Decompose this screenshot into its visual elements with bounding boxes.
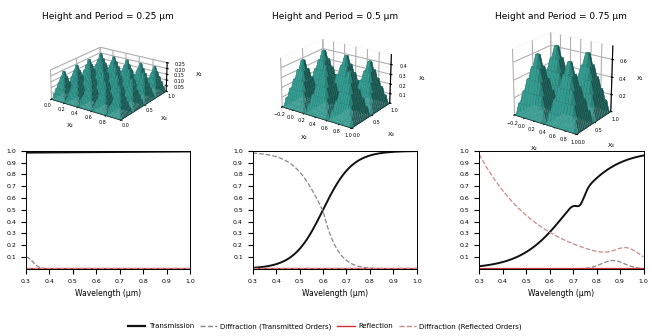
X-axis label: X₂: X₂ xyxy=(67,123,74,128)
Title: Height and Period = 0.75 μm: Height and Period = 0.75 μm xyxy=(495,12,627,22)
Y-axis label: X₃: X₃ xyxy=(608,143,615,148)
Title: Height and Period = 0.5 μm: Height and Period = 0.5 μm xyxy=(272,12,398,22)
X-axis label: Wavelength (μm): Wavelength (μm) xyxy=(528,289,595,298)
X-axis label: X₂: X₂ xyxy=(531,146,538,151)
X-axis label: Wavelength (μm): Wavelength (μm) xyxy=(75,289,141,298)
X-axis label: X₂: X₂ xyxy=(301,135,307,140)
Y-axis label: Transmission, Reflection, Diffraction: Transmission, Reflection, Diffraction xyxy=(0,153,1,266)
Y-axis label: X₃: X₃ xyxy=(161,116,168,121)
Title: Height and Period = 0.25 μm: Height and Period = 0.25 μm xyxy=(42,12,174,22)
Y-axis label: X₃: X₃ xyxy=(388,132,395,136)
Legend: Transmission, Diffraction (Transmitted Orders), Reflection, Diffraction (Reflect: Transmission, Diffraction (Transmitted O… xyxy=(125,321,525,333)
X-axis label: Wavelength (μm): Wavelength (μm) xyxy=(302,289,368,298)
